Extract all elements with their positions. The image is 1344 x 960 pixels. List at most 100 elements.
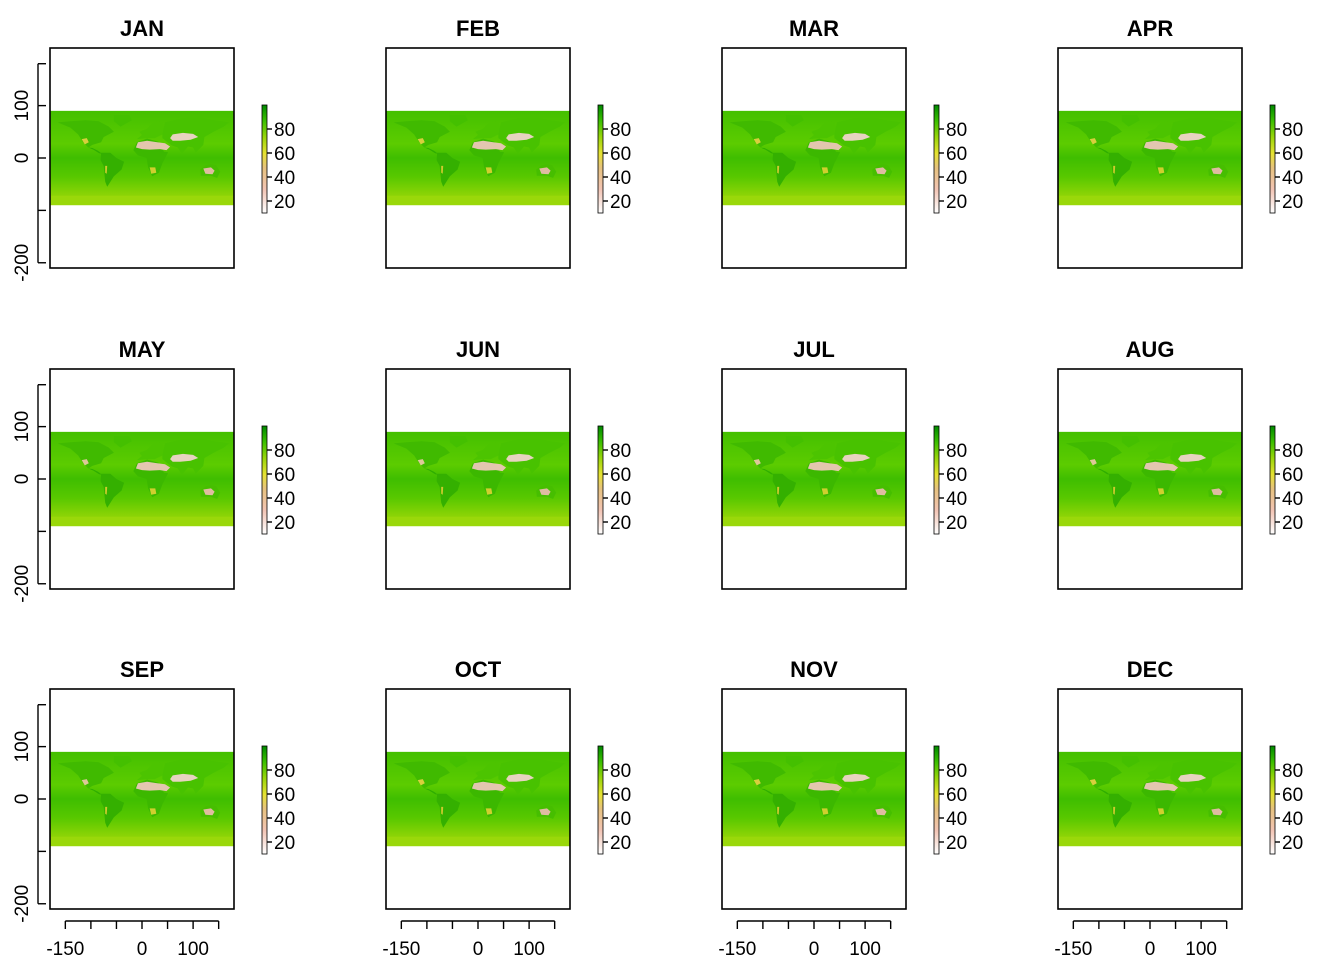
x-tick-label: -150 xyxy=(718,939,756,960)
y-tick-label: 100 xyxy=(12,411,33,443)
land-north-america xyxy=(393,120,450,148)
land-antarctica-strip xyxy=(386,516,570,527)
legend-tick-label: 40 xyxy=(610,809,631,830)
panel-title: APR xyxy=(1127,16,1174,41)
desert-central-asia xyxy=(170,773,199,782)
land-antarctica-strip xyxy=(722,836,906,847)
desert-atacama xyxy=(105,165,108,174)
x-tick-label: 0 xyxy=(809,939,820,960)
legend-tick-label: 40 xyxy=(1282,489,1303,510)
desert-central-asia xyxy=(506,453,535,462)
panel-may: MAY -200 0 100 20 40 60 80 xyxy=(12,337,295,603)
desert-australia-interior xyxy=(1211,167,1223,175)
legend-colorbar xyxy=(933,104,940,214)
legend-tick-label: 80 xyxy=(1282,441,1303,462)
desert-sahara-arabia xyxy=(471,140,507,151)
legend-tick-label: 80 xyxy=(274,761,295,782)
x-tick-label: 100 xyxy=(1185,939,1217,960)
legend-colorbar xyxy=(1269,425,1276,535)
land-antarctica-strip xyxy=(722,516,906,527)
land-south-america xyxy=(1108,793,1133,828)
desert-australia-interior xyxy=(875,808,887,816)
desert-sahara-arabia xyxy=(135,461,171,472)
panel-mar: MAR 20 40 60 80 xyxy=(721,16,967,269)
panel-title: MAR xyxy=(789,16,839,41)
legend-tick-label: 20 xyxy=(1282,192,1303,213)
land-south-america xyxy=(100,152,125,187)
x-tick-label: 0 xyxy=(473,939,484,960)
panel-title: AUG xyxy=(1126,337,1175,362)
legend-tick-label: 40 xyxy=(274,168,295,189)
legend-colorbar xyxy=(933,745,940,855)
plot-frame xyxy=(721,47,907,269)
land-asia xyxy=(834,758,901,795)
desert-central-asia xyxy=(506,773,535,782)
land-north-america xyxy=(393,761,450,789)
desert-sahara-arabia xyxy=(1143,781,1179,792)
panel-aug: AUG 20 40 60 80 xyxy=(1057,337,1303,590)
legend-tick-label: 80 xyxy=(1282,761,1303,782)
legend-tick-label: 20 xyxy=(274,513,295,534)
desert-sahara-arabia xyxy=(807,781,843,792)
plot-frame xyxy=(385,47,571,269)
land-central-america xyxy=(88,788,103,795)
desert-central-asia xyxy=(1178,132,1207,141)
land-europe xyxy=(472,121,501,140)
panel-jun: JUN 20 40 60 80 xyxy=(385,337,631,590)
legend-tick-label: 20 xyxy=(274,192,295,213)
desert-kalahari xyxy=(821,488,829,495)
legend-tick-label: 40 xyxy=(946,168,967,189)
legend-tick-label: 60 xyxy=(610,785,631,806)
x-tick-label: -150 xyxy=(1054,939,1092,960)
desert-central-asia xyxy=(1178,453,1207,462)
legend-tick-label: 60 xyxy=(946,144,967,165)
land-north-america xyxy=(57,441,114,469)
land-central-america xyxy=(88,147,103,154)
desert-sw-north-america xyxy=(81,459,89,466)
land-greenland xyxy=(785,756,804,768)
desert-sw-north-america xyxy=(753,138,761,145)
panel-sep: SEP -200 0 100 -150 0 100 20 40 60 80 xyxy=(12,657,295,960)
desert-central-asia xyxy=(842,453,871,462)
legend-tick-label: 60 xyxy=(274,144,295,165)
legend-tick-label: 80 xyxy=(946,761,967,782)
legend-tick-label: 80 xyxy=(946,120,967,141)
panel-nov: NOV -150 0 100 20 40 60 80 xyxy=(718,657,967,960)
desert-sahara-arabia xyxy=(471,461,507,472)
desert-sw-north-america xyxy=(753,779,761,786)
legend-tick-label: 60 xyxy=(1282,465,1303,486)
panel-title: MAY xyxy=(119,337,166,362)
legend-tick-label: 80 xyxy=(946,441,967,462)
land-europe xyxy=(1144,121,1173,140)
panel-title: DEC xyxy=(1127,657,1174,682)
legend-colorbar xyxy=(1269,104,1276,214)
legend-colorbar xyxy=(933,425,940,535)
land-central-america xyxy=(88,468,103,475)
desert-sw-north-america xyxy=(1089,459,1097,466)
land-europe xyxy=(1144,762,1173,781)
desert-central-asia xyxy=(842,132,871,141)
x-tick-label: 100 xyxy=(177,939,209,960)
land-asia xyxy=(1170,758,1237,795)
desert-sahara-arabia xyxy=(471,781,507,792)
land-antarctica-strip xyxy=(722,195,906,206)
y-tick-label: -200 xyxy=(12,885,33,923)
desert-central-asia xyxy=(506,132,535,141)
plot-frame xyxy=(49,47,235,269)
legend-tick-label: 60 xyxy=(946,465,967,486)
desert-atacama xyxy=(105,806,108,815)
legend-colorbar xyxy=(597,104,604,214)
legend-tick-label: 60 xyxy=(274,785,295,806)
land-antarctica-strip xyxy=(50,195,234,206)
desert-sahara-arabia xyxy=(1143,461,1179,472)
x-tick-label: 100 xyxy=(849,939,881,960)
desert-australia-interior xyxy=(539,808,551,816)
legend-tick-label: 20 xyxy=(946,192,967,213)
desert-atacama xyxy=(777,165,780,174)
y-tick-label: -200 xyxy=(12,565,33,603)
legend-tick-label: 80 xyxy=(610,761,631,782)
y-tick-label: 0 xyxy=(12,794,33,805)
land-south-america xyxy=(1108,473,1133,508)
land-north-america xyxy=(729,120,786,148)
legend-tick-label: 20 xyxy=(610,192,631,213)
